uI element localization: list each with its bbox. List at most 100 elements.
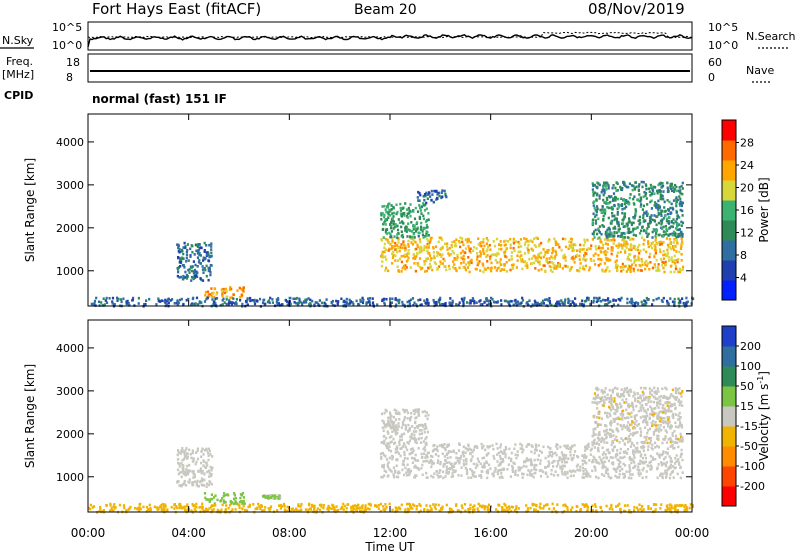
scatter-cell [205,498,208,501]
scatter-cell [383,297,386,301]
scatter-cell [479,252,483,256]
scatter-cell [554,255,557,258]
scatter-cell [664,386,667,390]
scatter-cell [669,265,672,268]
scatter-cell [471,469,474,473]
scatter-cell [494,466,497,470]
scatter-cell [608,388,611,392]
scatter-cell [394,298,397,301]
scatter-cell [673,466,676,470]
scatter-cell [403,255,407,258]
scatter-cell [519,466,522,470]
scatter-cell [382,236,385,239]
scatter-cell [606,266,609,269]
scatter-cell [673,259,676,262]
scatter-cell [678,204,682,207]
scatter-cell [427,218,430,221]
scatter-cell [278,494,281,498]
scatter-cell [513,462,516,465]
scatter-cell [517,302,520,306]
scatter-cell [547,460,550,463]
scatter-cell [389,416,392,420]
scatter-cell [601,391,605,395]
scatter-cell [678,424,681,428]
scatter-cell [233,493,236,497]
scatter-cell [387,212,390,215]
scatter-cell [300,503,303,506]
scatter-cell [661,472,664,476]
scatter-cell [389,214,392,217]
scatter-cell [605,235,608,239]
scatter-cell [609,300,612,303]
scatter-cell [355,509,358,513]
scatter-cell [529,473,532,477]
scatter-cell [666,186,669,190]
scatter-cell [268,301,271,305]
colorbar-tick-label: 20 [740,182,754,195]
scatter-cell [534,267,537,270]
scatter-cell [396,210,399,214]
scatter-cell [593,446,596,449]
scatter-cell [632,221,635,225]
scatter-cell [595,442,598,445]
scatter-cell [240,287,243,291]
scatter-cell [631,402,634,406]
scatter-cell [401,233,404,237]
scatter-cell [590,244,593,247]
scatter-cell [619,402,622,406]
scatter-cell [634,227,637,230]
scatter-cell [673,396,676,400]
scatter-cell [196,256,200,259]
scatter-cell [645,187,648,191]
scatter-cell [364,508,367,512]
scatter-cell [442,257,445,261]
scatter-cell [581,466,585,470]
scatter-cell [458,241,462,244]
scatter-cell [620,232,623,235]
scatter-cell [509,459,513,463]
scatter-cell [663,396,666,399]
scatter-cell [415,466,418,469]
scatter-cell [223,291,227,295]
scatter-cell [555,253,558,256]
colorbar-tick-label: 12 [740,227,754,240]
scatter-cell [309,298,312,302]
scatter-cell [295,509,299,512]
scatter-cell [521,299,525,302]
scatter-cell [619,507,622,511]
scatter-cell [177,267,180,271]
scatter-cell [241,302,244,306]
scatter-cell [459,236,462,240]
scatter-cell [232,497,236,501]
scatter-cell [646,441,649,445]
scatter-cell [661,182,664,185]
scatter-cell [206,464,209,467]
colorbar-tick-label: 8 [740,249,747,262]
scatter-cell [210,248,213,251]
scatter-cell [610,394,613,397]
scatter-cell [511,505,515,509]
scatter-cell [223,501,226,504]
scatter-cell [403,453,406,457]
scatter-cell [628,456,631,460]
scatter-cell [629,243,633,246]
scatter-cell [393,211,396,215]
scatter-cell [431,193,434,196]
noise-left-tick-top: 10^5 [52,21,82,34]
scatter-cell [410,230,414,233]
scatter-cell [256,300,259,303]
scatter-cell [445,268,448,272]
scatter-cell [242,496,245,499]
scatter-cell [537,253,540,257]
scatter-cell [254,507,257,511]
scatter-cell [283,510,286,513]
scatter-cell [501,458,504,461]
scatter-cell [399,202,402,206]
scatter-cell [609,414,612,418]
scatter-cell [433,256,436,260]
scatter-cell [657,416,660,419]
scatter-cell [500,303,503,306]
scatter-cell [427,212,430,215]
scatter-cell [637,219,640,223]
scatter-cell [645,435,648,439]
